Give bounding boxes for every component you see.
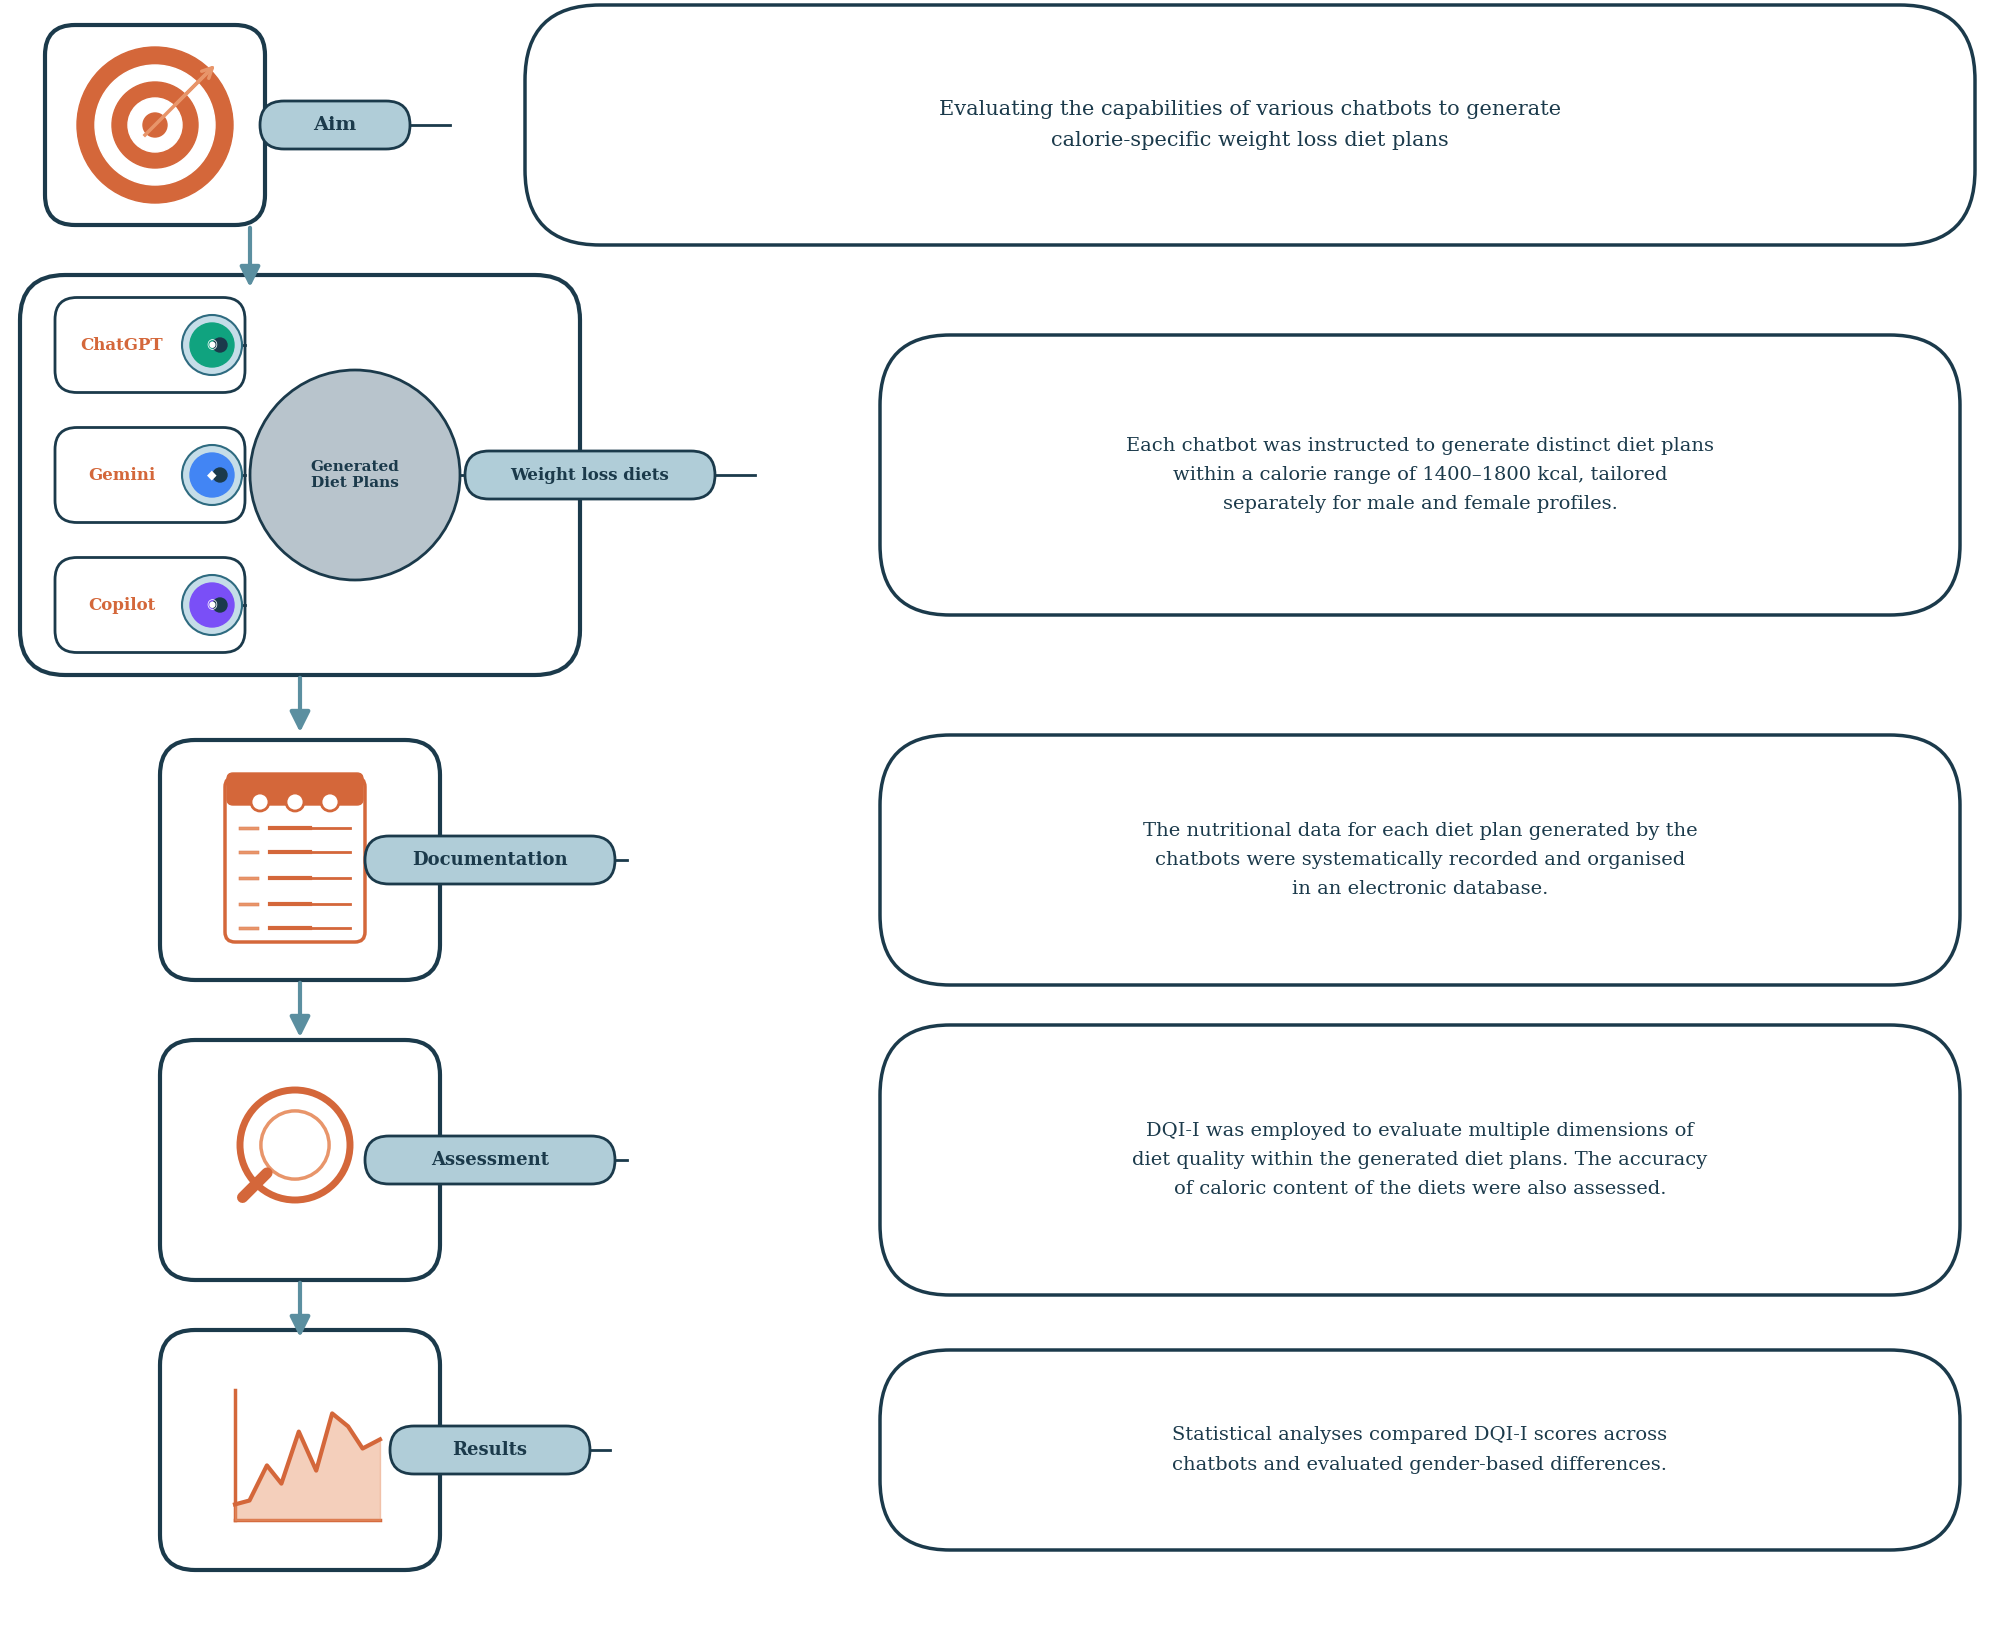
FancyBboxPatch shape (56, 427, 246, 523)
Circle shape (182, 316, 242, 374)
FancyBboxPatch shape (56, 298, 246, 392)
Circle shape (190, 584, 234, 626)
FancyBboxPatch shape (160, 1040, 440, 1280)
Circle shape (212, 468, 228, 482)
Circle shape (250, 370, 460, 580)
Circle shape (104, 74, 208, 177)
Text: Assessment: Assessment (432, 1151, 548, 1169)
Text: DQI-I was employed to evaluate multiple dimensions of
diet quality within the ge: DQI-I was employed to evaluate multiple … (1132, 1122, 1708, 1198)
FancyBboxPatch shape (366, 1136, 616, 1184)
FancyBboxPatch shape (880, 1351, 1960, 1550)
Text: Generated
Diet Plans: Generated Diet Plans (310, 459, 400, 490)
FancyBboxPatch shape (880, 1025, 1960, 1295)
Text: ◉: ◉ (206, 338, 218, 352)
Circle shape (240, 1091, 350, 1200)
FancyBboxPatch shape (20, 275, 580, 675)
Text: Weight loss diets: Weight loss diets (510, 466, 670, 484)
Circle shape (182, 576, 242, 634)
FancyBboxPatch shape (224, 777, 364, 942)
Circle shape (212, 338, 228, 352)
Circle shape (182, 445, 242, 505)
FancyBboxPatch shape (466, 451, 716, 499)
Text: ChatGPT: ChatGPT (80, 337, 164, 353)
Circle shape (320, 793, 340, 811)
FancyBboxPatch shape (260, 101, 410, 149)
Circle shape (128, 100, 180, 150)
Circle shape (190, 324, 234, 366)
Text: ◆: ◆ (208, 469, 216, 481)
Circle shape (212, 598, 228, 611)
Circle shape (76, 47, 232, 203)
FancyBboxPatch shape (880, 736, 1960, 984)
Text: ◉: ◉ (206, 598, 218, 611)
Circle shape (260, 1110, 330, 1179)
FancyBboxPatch shape (880, 335, 1960, 615)
FancyBboxPatch shape (160, 1329, 440, 1570)
Circle shape (128, 98, 182, 152)
Circle shape (96, 65, 216, 185)
Text: Documentation: Documentation (412, 850, 568, 868)
Circle shape (144, 114, 164, 136)
Text: Copilot: Copilot (88, 597, 156, 613)
Text: Evaluating the capabilities of various chatbots to generate
calorie-specific wei: Evaluating the capabilities of various c… (938, 100, 1562, 150)
FancyBboxPatch shape (44, 25, 266, 226)
FancyBboxPatch shape (160, 741, 440, 979)
Circle shape (112, 82, 198, 168)
Text: Aim: Aim (314, 116, 356, 134)
Text: Gemini: Gemini (88, 466, 156, 484)
Circle shape (286, 793, 304, 811)
Text: Results: Results (452, 1440, 528, 1458)
Circle shape (112, 82, 198, 168)
Text: The nutritional data for each diet plan generated by the
chatbots were systemati: The nutritional data for each diet plan … (1142, 822, 1698, 898)
Circle shape (190, 453, 234, 497)
FancyBboxPatch shape (228, 773, 364, 804)
Circle shape (144, 113, 168, 137)
FancyBboxPatch shape (366, 835, 616, 885)
Circle shape (252, 793, 268, 811)
Text: Each chatbot was instructed to generate distinct diet plans
within a calorie ran: Each chatbot was instructed to generate … (1126, 437, 1714, 513)
FancyBboxPatch shape (56, 558, 246, 652)
FancyBboxPatch shape (390, 1426, 590, 1475)
Text: Statistical analyses compared DQI-I scores across
chatbots and evaluated gender-: Statistical analyses compared DQI-I scor… (1172, 1426, 1668, 1473)
FancyBboxPatch shape (524, 5, 1976, 245)
